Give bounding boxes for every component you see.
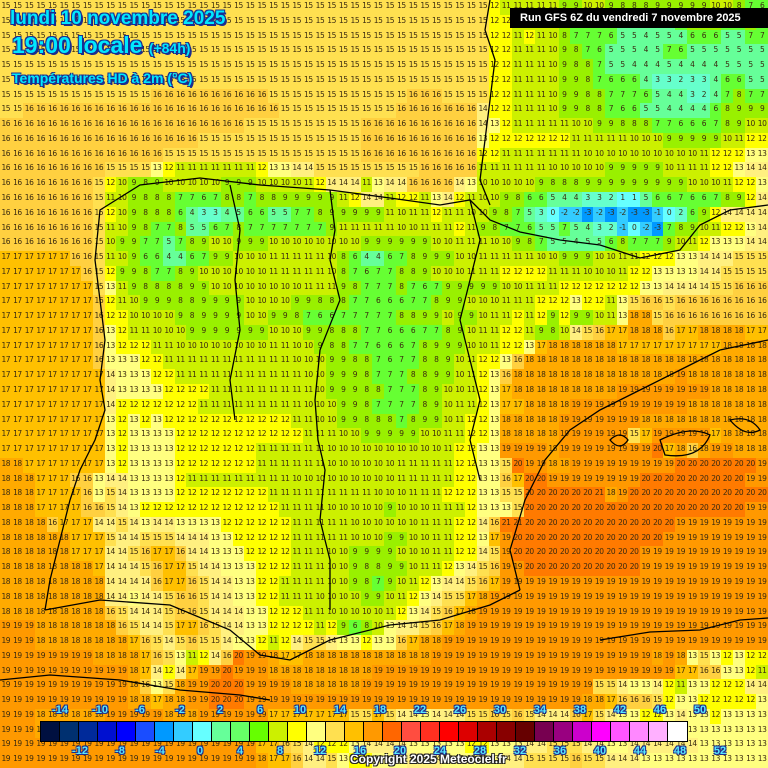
legend-swatch (611, 722, 630, 741)
legend-swatch (136, 722, 155, 741)
model-run-banner: Run GFS 6Z du vendredi 7 novembre 2025 (510, 8, 768, 28)
copyright: Copyright 2025 Meteociel.fr (350, 752, 507, 766)
color-scale-bar (40, 721, 688, 742)
legend-swatch (269, 722, 288, 741)
legend-top-label: -6 (135, 704, 145, 716)
legend-swatch (231, 722, 250, 741)
legend-top-label: 6 (257, 704, 263, 716)
legend-swatch (345, 722, 364, 741)
lead-time: (+84h) (149, 40, 191, 56)
legend-bottom-label: 32 (514, 745, 526, 757)
legend-swatch (630, 722, 649, 741)
legend-swatch (117, 722, 136, 741)
legend-top-label: 26 (454, 704, 466, 716)
legend-swatch (573, 722, 592, 741)
legend-bottom-label: 40 (594, 745, 606, 757)
legend-bottom-label: -4 (155, 745, 165, 757)
legend-bottom-label: 24 (434, 745, 446, 757)
legend-swatch (402, 722, 421, 741)
legend-swatch (516, 722, 535, 741)
forecast-date: lundi 10 novembre 2025 (10, 8, 225, 30)
legend-swatch (212, 722, 231, 741)
legend-swatch (174, 722, 193, 741)
legend-swatch (554, 722, 573, 741)
legend-top-label: 14 (334, 704, 346, 716)
legend-bottom-label: 12 (314, 745, 326, 757)
legend-bottom-label: 20 (394, 745, 406, 757)
legend-swatch (440, 722, 459, 741)
legend-top-label: 18 (374, 704, 386, 716)
legend-top-label: 22 (414, 704, 426, 716)
legend-bottom-label: 8 (277, 745, 283, 757)
legend-top-label: 46 (654, 704, 666, 716)
legend-top-label: 10 (294, 704, 306, 716)
legend-swatch (668, 722, 687, 741)
legend-swatch (41, 722, 60, 741)
legend-top-label: 42 (614, 704, 626, 716)
legend-bottom-label: 52 (714, 745, 726, 757)
legend-bottom-label: 48 (674, 745, 686, 757)
legend-top-label: -10 (92, 704, 108, 716)
parameter-title: Températures HD à 2m (°C) (12, 70, 192, 86)
legend-bottom-label: -8 (115, 745, 125, 757)
legend-swatch (288, 722, 307, 741)
legend-swatch (326, 722, 345, 741)
legend-swatch (364, 722, 383, 741)
legend-swatch (459, 722, 478, 741)
legend-swatch (649, 722, 668, 741)
legend-swatch (383, 722, 402, 741)
legend-swatch (98, 722, 117, 741)
legend-bottom-label: 36 (554, 745, 566, 757)
legend-top-label: 50 (694, 704, 706, 716)
legend-top-label: 2 (217, 704, 223, 716)
legend-swatch (79, 722, 98, 741)
legend-swatch (155, 722, 174, 741)
legend-top-label: 38 (574, 704, 586, 716)
legend-bottom-label: 4 (237, 745, 243, 757)
legend-bottom-label: 28 (474, 745, 486, 757)
local-time: 19:00 locale (12, 32, 142, 58)
legend-swatch (193, 722, 212, 741)
legend-top-label: -2 (175, 704, 185, 716)
legend-bottom-label: 44 (634, 745, 646, 757)
legend-bottom-label: -12 (72, 745, 88, 757)
legend-swatch (497, 722, 516, 741)
legend-top-label: -14 (52, 704, 68, 716)
legend-swatch (535, 722, 554, 741)
legend-bottom-label: 0 (197, 745, 203, 757)
legend-swatch (421, 722, 440, 741)
legend-swatch (592, 722, 611, 741)
legend-swatch (478, 722, 497, 741)
legend-swatch (307, 722, 326, 741)
legend-top-label: 30 (494, 704, 506, 716)
legend-swatch (250, 722, 269, 741)
forecast-time: 19:00 locale (+84h) (12, 32, 190, 59)
legend-bottom-label: 16 (354, 745, 366, 757)
legend-swatch (60, 722, 79, 741)
legend-top-label: 34 (534, 704, 546, 716)
